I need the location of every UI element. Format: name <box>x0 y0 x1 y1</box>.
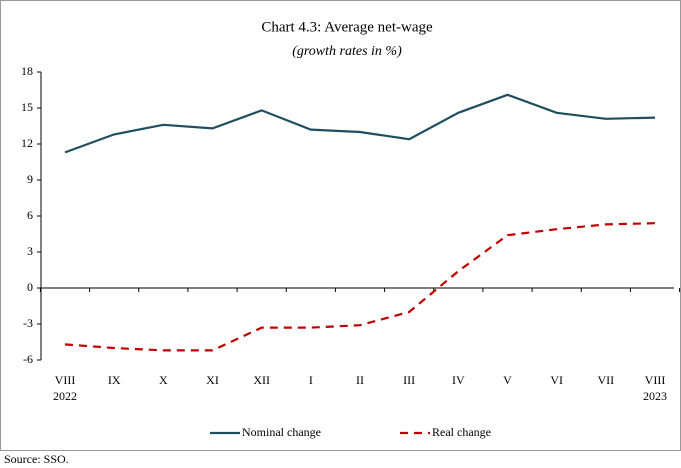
x-tick-label: III <box>403 373 415 387</box>
x-year-label: 2022 <box>53 389 77 403</box>
y-tick-label: -3 <box>23 316 33 330</box>
legend-label: Nominal change <box>242 425 321 439</box>
x-tick-label: II <box>356 373 364 387</box>
x-tick-label: XI <box>206 373 219 387</box>
x-year-label: 2023 <box>643 389 667 403</box>
x-tick-label: X <box>159 373 168 387</box>
chart-title: Chart 4.3: Average net-wage <box>261 19 433 35</box>
chart-subtitle: (growth rates in %) <box>292 44 402 59</box>
y-tick-label: 6 <box>27 208 33 222</box>
x-tick-label: VI <box>550 373 563 387</box>
y-tick-label: -6 <box>23 352 33 366</box>
line-series <box>64 222 656 352</box>
y-tick-label: 0 <box>27 280 33 294</box>
y-tick-label: 9 <box>27 172 33 186</box>
y-tick-label: 15 <box>21 100 33 114</box>
legend-label: Real change <box>432 425 491 439</box>
source-note: Source: SSO. <box>4 452 69 466</box>
x-tick-label: VIII <box>55 373 76 387</box>
y-tick-label: 12 <box>21 136 33 150</box>
x-tick-label: V <box>503 373 512 387</box>
x-tick-label: XII <box>253 373 270 387</box>
y-tick-label: 18 <box>21 64 33 78</box>
y-tick-label: 3 <box>27 244 33 258</box>
x-tick-label: I <box>309 373 313 387</box>
x-tick-label: IV <box>452 373 465 387</box>
line-series <box>64 93 656 154</box>
chart-border <box>0 0 681 451</box>
x-tick-label: VII <box>597 373 614 387</box>
x-tick-label: IX <box>108 373 121 387</box>
x-tick-label: VIII <box>645 373 666 387</box>
